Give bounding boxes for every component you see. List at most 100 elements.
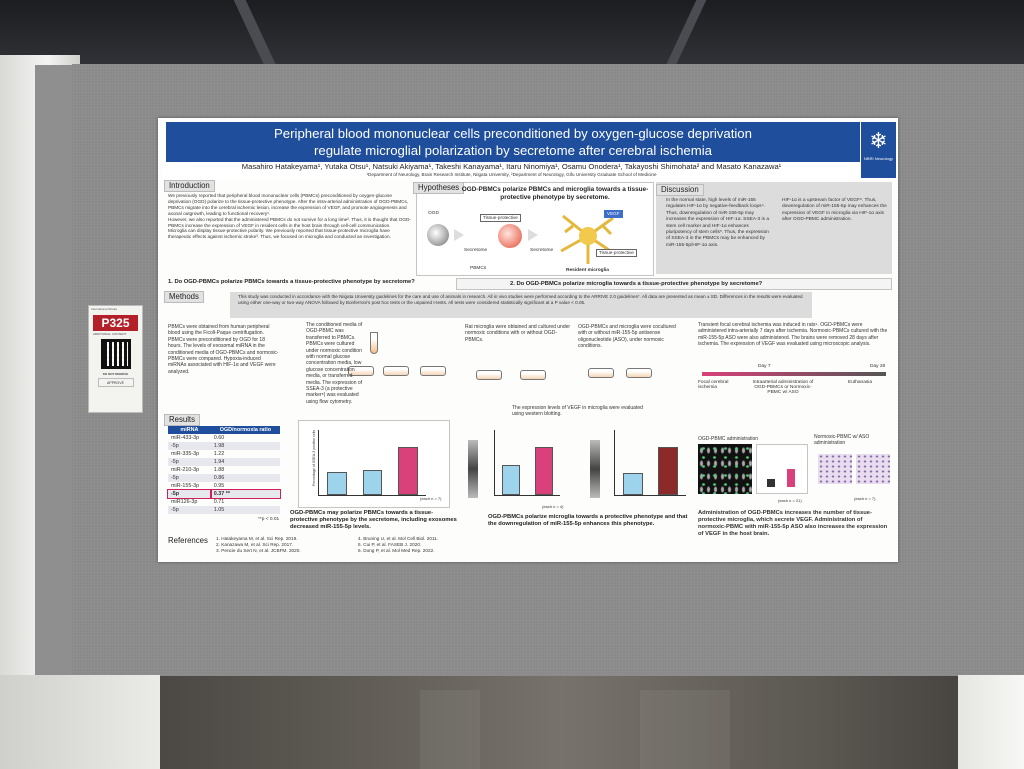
chart-bar <box>658 446 678 495</box>
white-pole-right <box>958 675 1024 769</box>
label-ogd-admin: OGD-PBMC administration <box>698 436 759 442</box>
affiliations: ¹Department of Neurology, Brain Research… <box>366 172 657 177</box>
section-introduction: Introduction <box>164 180 215 192</box>
qr-code[interactable] <box>100 339 131 369</box>
timeline-admin: Intraarterial administration of OGD-PBMC… <box>752 380 814 395</box>
chart-bar <box>502 464 521 495</box>
references-right: 4. Bruning U, et al. Mol Cell Biol. 2011… <box>358 536 468 554</box>
arrow-icon <box>528 229 538 241</box>
reference-item: 5. Cui P, et al. FASEB J. 2020. <box>358 542 422 547</box>
table-row: -5p 1.94 <box>168 458 280 466</box>
methods-note: This study was conducted in accordance w… <box>238 294 803 305</box>
cell: miR-335-3p <box>171 451 200 457</box>
methods-col-5: Transient focal cerebral ischemia was in… <box>698 322 888 348</box>
histology-image <box>856 454 890 484</box>
intro-p3: Microglia can display tissue-protective … <box>168 228 391 240</box>
dish-icon <box>588 368 614 378</box>
microscopy-image <box>698 444 752 494</box>
timeline-day28: Day 28 <box>870 364 886 369</box>
chart-bar <box>534 446 553 495</box>
cell: miR-210-3p <box>171 467 200 473</box>
chart-bar <box>327 472 347 495</box>
poster-header: Peripheral blood mononuclear cells preco… <box>163 120 897 180</box>
table-header-ratio: OGD/normoxia ratio <box>210 426 280 434</box>
intro-p1: We previously reported that peripheral b… <box>168 193 409 216</box>
tag-approve: APPROVE <box>97 378 134 387</box>
cell: 0.37 ** <box>209 489 282 499</box>
western-blot <box>590 440 600 498</box>
cell: -5p <box>168 442 211 450</box>
cell: 0.95 <box>213 483 225 489</box>
mic-bar-1 <box>767 479 775 487</box>
reference-item: 1. Hatakeyama M, et al. Sci Rep. 2019. <box>216 536 298 541</box>
label-vegf: VEGF <box>604 210 623 218</box>
histology-image <box>818 454 852 484</box>
cell: 0.86 <box>210 474 280 482</box>
chart-5-n: (each n = 7) <box>854 496 876 501</box>
table-row: miR-210-3p 1.88 <box>168 466 280 474</box>
floor-reflection <box>420 690 480 769</box>
table-footnote: **p < 0.01 <box>258 517 280 522</box>
tag-label: ADDITIONAL CONTENT <box>93 332 127 336</box>
microscopy-chart <box>756 444 808 494</box>
chart-1-axes <box>318 430 426 496</box>
result-1: OGD-PBMCs may polarize PBMCs towards a t… <box>290 510 457 530</box>
methods-col-1: PBMCs were obtained from human periphera… <box>168 324 279 375</box>
cell: -5p <box>168 474 211 482</box>
table-row-highlight: -5p 0.37 ** <box>167 489 282 499</box>
chart-1-n: (each n = 7) <box>420 496 442 501</box>
section-discussion: Discussion <box>656 184 704 196</box>
cell: miR-433-3p <box>171 435 200 441</box>
question-2: 2. Do OGD-PBMCs polarize microglia towar… <box>510 281 763 287</box>
chart-bar <box>398 446 418 495</box>
label-normoxic-aso: Normoxic-PBMC w/ ASO administration <box>814 434 870 446</box>
cell: 1.88 <box>213 467 225 473</box>
chart-bar <box>362 469 383 495</box>
authors: Masahiro Hatakeyama¹, Yutaka Otsu¹, Nats… <box>241 162 782 171</box>
floor-reflection <box>640 690 730 769</box>
pbmc-cell <box>427 224 449 246</box>
logo: ❄ NBRI Neurology <box>861 122 896 178</box>
title-line-2: regulate microglial polarization by secr… <box>313 143 712 158</box>
question-1: 1. Do OGD-PBMCs polarize PBMCs towards a… <box>168 279 415 285</box>
cell: -5p <box>168 458 211 466</box>
methods-col-3: Rat microglia were obtained and cultured… <box>465 324 571 343</box>
poster-title: Peripheral blood mononuclear cells preco… <box>166 122 860 162</box>
chart-1-ylabel: Percentage of SSEA-3 positive cells <box>312 429 316 486</box>
dish-icon <box>476 370 502 380</box>
mic-bar-2 <box>787 469 795 487</box>
poster: Peripheral blood mononuclear cells preco… <box>158 118 898 562</box>
label-ogd: OGD <box>428 211 439 216</box>
table-row: miR-335-3p 1.22 <box>168 450 280 458</box>
timeline-bar <box>702 372 886 376</box>
poster-number: P325 <box>93 315 138 331</box>
title-line-1: Peripheral blood mononuclear cells preco… <box>274 126 752 141</box>
result-3: Administration of OGD-PBMCs increases th… <box>698 510 888 537</box>
label-tissue-protective: Tissue-protective <box>480 214 521 222</box>
cell: miR126-3p <box>171 499 198 505</box>
intro-p2: However, we also reported that the admin… <box>168 216 411 228</box>
discussion-left: In the normal state, high levels of miR-… <box>666 198 770 248</box>
table-row: miR126-3p 0.71 <box>168 498 280 506</box>
table-row: -5p 1.98 <box>168 442 280 450</box>
table-header-mirna: miRNA <box>168 426 211 434</box>
table-row: -5p 1.05 <box>168 506 280 514</box>
tube-icon <box>370 332 378 354</box>
cell: 1.22 <box>213 451 225 457</box>
discussion-right: HIF-1α is a upstream factor of VEGF⁶. Th… <box>782 198 887 223</box>
board-foot <box>0 675 160 769</box>
logo-text: NBRI Neurology <box>864 156 893 161</box>
table-row: miR-155-3p 0.95 <box>168 482 280 490</box>
result-2: OGD-PBMCs polarize microglia towards a p… <box>488 514 688 527</box>
label-secretome-2: Secretome <box>530 248 554 253</box>
western-blot <box>468 440 478 498</box>
tag-do-not-remove: DO NOT REMOVE <box>102 372 129 376</box>
reference-item: 6. Dong P, et al. Mol Med Rep. 2022. <box>358 548 435 553</box>
cell: -5p <box>168 506 211 514</box>
chart-2-n: (each n = 4) <box>542 504 564 509</box>
dish-icon <box>420 366 446 376</box>
ceiling <box>0 0 1024 75</box>
cell: 0.60 <box>213 435 225 441</box>
poster-number-tag: International Stroke P325 ADDITIONAL CON… <box>88 305 143 413</box>
dish-icon <box>626 368 652 378</box>
